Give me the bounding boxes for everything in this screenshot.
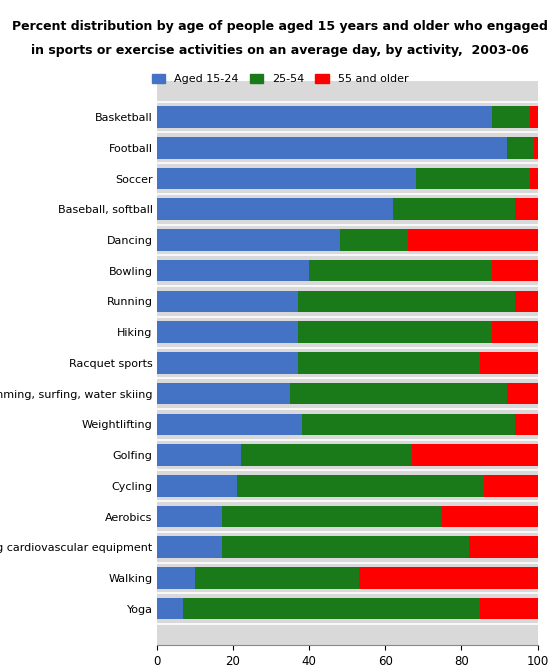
Bar [157,567,195,589]
Bar [507,137,534,159]
Bar [515,198,538,220]
Bar [157,168,416,190]
Bar [157,475,237,497]
Bar [157,229,339,251]
Bar [157,352,298,374]
Bar [492,260,538,282]
Bar [309,260,492,282]
Bar [157,260,309,282]
Bar [157,321,298,343]
Bar [515,291,538,312]
Bar [301,413,515,435]
Bar [515,413,538,435]
Bar [492,106,530,128]
Bar [412,444,538,466]
Bar [339,229,408,251]
Bar [157,291,298,312]
Bar [534,137,538,159]
Bar [480,598,538,620]
Bar [157,444,241,466]
Bar [530,168,538,190]
Bar [298,352,480,374]
Bar [290,383,507,405]
Bar [469,536,538,558]
Bar [157,598,184,620]
Bar [157,413,301,435]
Bar [222,506,442,528]
Bar [507,383,538,405]
Text: Percent distribution by age of people aged 15 years and older who engaged: Percent distribution by age of people ag… [12,20,548,33]
Bar [358,567,538,589]
Bar [442,506,538,528]
Bar [157,506,222,528]
Bar [222,536,469,558]
Text: in sports or exercise activities on an average day, by activity,  2003-06: in sports or exercise activities on an a… [31,44,529,56]
Bar [416,168,530,190]
Bar [157,536,222,558]
Bar [484,475,538,497]
Bar [298,291,515,312]
Bar [157,198,393,220]
Bar [157,106,492,128]
Bar [408,229,538,251]
Bar [298,321,492,343]
Bar [393,198,515,220]
Legend: Aged 15-24, 25-54, 55 and older: Aged 15-24, 25-54, 55 and older [147,69,413,89]
Bar [237,475,484,497]
Bar [184,598,480,620]
Bar [195,567,358,589]
Bar [157,137,507,159]
Bar [530,106,538,128]
Bar [480,352,538,374]
Bar [492,321,538,343]
Bar [157,383,290,405]
Bar [241,444,412,466]
